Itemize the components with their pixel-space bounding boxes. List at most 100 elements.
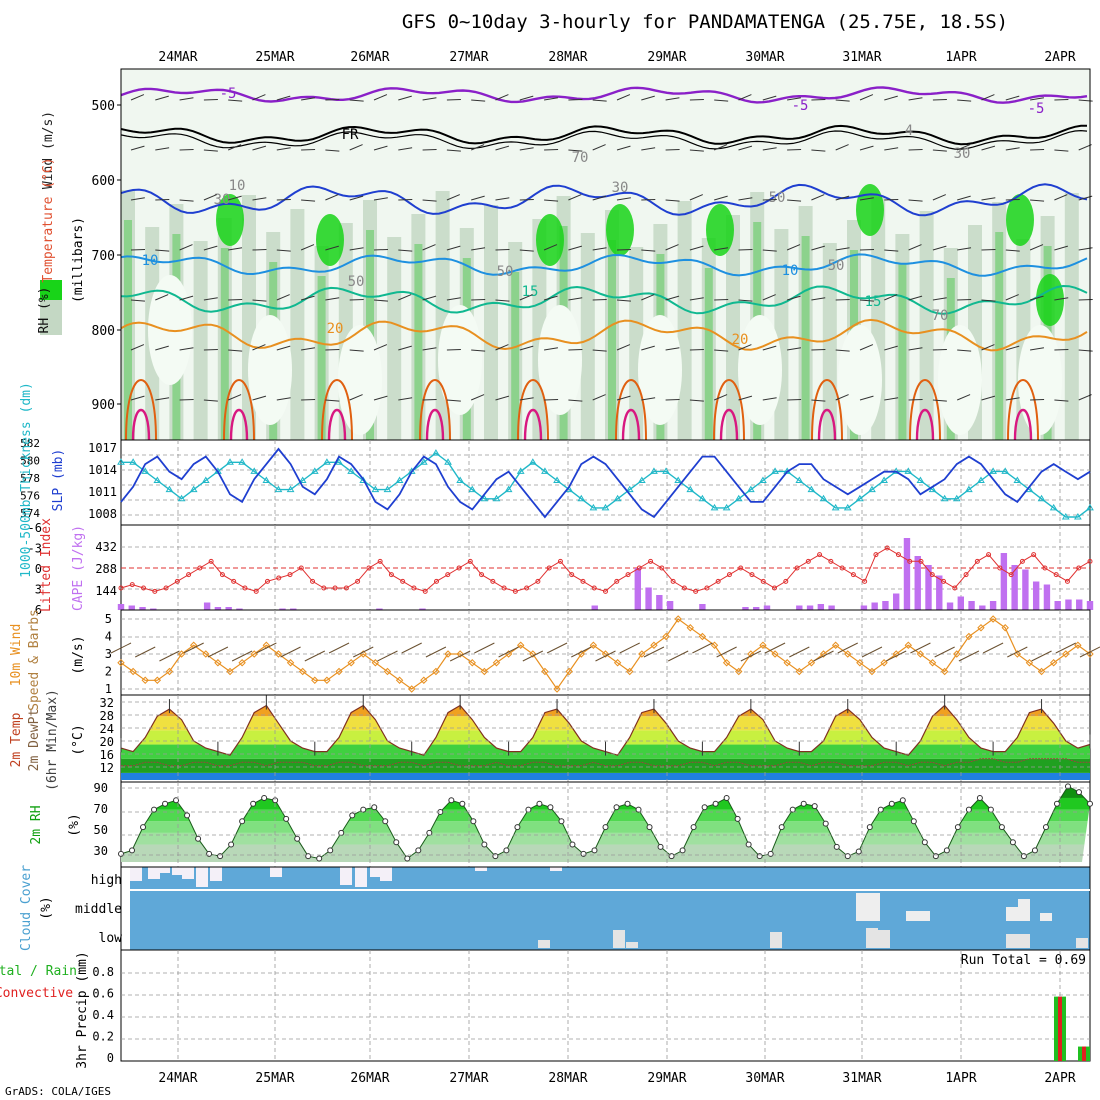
thickness-point bbox=[238, 458, 247, 465]
thickness-tick: 578 bbox=[20, 472, 40, 485]
bottom-date-label: 1APR bbox=[945, 1071, 976, 1086]
thickness-point bbox=[553, 476, 561, 483]
rh-point bbox=[1020, 853, 1027, 860]
cape-bar bbox=[817, 604, 825, 610]
precip-label-1: Total / Rain bbox=[0, 964, 77, 979]
wind-barb bbox=[884, 198, 899, 201]
thickness-point bbox=[323, 458, 331, 465]
rh-dry-blob bbox=[638, 315, 682, 425]
li-point bbox=[636, 565, 642, 571]
rh-point bbox=[503, 847, 510, 854]
wind-barb-10m bbox=[910, 642, 931, 654]
t2m-unit: (°C) bbox=[71, 724, 86, 755]
li-point bbox=[1064, 578, 1070, 584]
rh-point bbox=[690, 824, 697, 831]
rh-point bbox=[855, 848, 862, 855]
rh-band-2m bbox=[121, 786, 1090, 798]
wind-barb bbox=[228, 394, 242, 401]
wind-barb bbox=[228, 144, 242, 151]
wind-speed-point bbox=[420, 676, 428, 684]
thickness-point bbox=[795, 476, 804, 483]
wind-speed-point bbox=[650, 641, 658, 649]
wind-speed-point bbox=[480, 667, 489, 676]
li-point bbox=[253, 588, 259, 594]
thickness-point bbox=[710, 503, 719, 511]
precip-tick: 0 bbox=[107, 1051, 114, 1065]
wind-speed-point bbox=[844, 650, 852, 658]
li-point bbox=[174, 578, 180, 584]
thickness-point bbox=[868, 485, 876, 493]
wind-speed-point bbox=[1049, 659, 1058, 667]
rh2m-unit: (%) bbox=[67, 813, 82, 836]
wind-speed-point bbox=[613, 659, 622, 667]
high-cloud-bar bbox=[340, 867, 352, 885]
thickness-point bbox=[468, 485, 477, 493]
wind-barb bbox=[811, 297, 826, 301]
rh-band bbox=[822, 243, 837, 440]
wind-speed-point bbox=[129, 667, 137, 676]
temp-contour-30 bbox=[719, 408, 739, 441]
wind-barb bbox=[665, 295, 680, 301]
wind-barb-10m bbox=[449, 650, 471, 662]
wind-barb bbox=[811, 149, 826, 152]
cape-bar bbox=[946, 602, 954, 610]
wind-barb bbox=[932, 149, 947, 152]
thickness-tick: 574 bbox=[20, 507, 40, 520]
wind-barb bbox=[1078, 298, 1093, 301]
precip-tick: 0.4 bbox=[92, 1008, 114, 1022]
rh-2m-panel: 90 70 50 30 bbox=[94, 781, 1093, 868]
rh-band bbox=[677, 201, 692, 440]
cape-bar bbox=[763, 605, 771, 610]
cape-bar bbox=[753, 607, 760, 610]
wind-barb bbox=[349, 99, 364, 102]
thickness-point bbox=[964, 485, 973, 493]
cape-bar bbox=[893, 593, 900, 610]
wind-speed-point bbox=[1074, 641, 1082, 649]
wind-barb-10m bbox=[546, 642, 568, 654]
wind-barb bbox=[665, 199, 680, 202]
wind-barb bbox=[957, 349, 972, 352]
thickness-point bbox=[904, 467, 913, 474]
wind-barb bbox=[130, 248, 146, 251]
contour-label: 10 bbox=[142, 253, 159, 269]
wind-barb bbox=[689, 98, 704, 101]
rh-point bbox=[492, 853, 499, 860]
wind-barb bbox=[252, 344, 266, 351]
cape-bar bbox=[796, 605, 803, 610]
wind-barb bbox=[1030, 347, 1045, 351]
thickness-point bbox=[831, 503, 840, 511]
wind-speed-point bbox=[444, 650, 452, 658]
rh-high-blob bbox=[706, 204, 734, 256]
wind-speed-point bbox=[662, 632, 670, 641]
wind-barb bbox=[228, 298, 243, 301]
rh-point bbox=[789, 806, 796, 813]
wind-barb bbox=[543, 244, 558, 251]
wind-speed-point bbox=[262, 641, 271, 649]
wind-barb bbox=[714, 99, 729, 102]
wind-speed-point bbox=[432, 667, 440, 676]
mid-cloud-bar bbox=[918, 911, 930, 921]
top-date-label: 2APR bbox=[1044, 50, 1075, 65]
cape-bar bbox=[742, 607, 749, 610]
wind-barb bbox=[1054, 348, 1069, 351]
contour-label: 30 bbox=[612, 180, 629, 196]
wind-barb bbox=[422, 398, 437, 401]
cape-bar bbox=[225, 607, 232, 610]
rh-point bbox=[976, 794, 983, 801]
wind-speed-point bbox=[541, 667, 549, 676]
temp-contour-15 bbox=[120, 284, 1088, 315]
rh-point bbox=[151, 806, 158, 813]
cape-bar bbox=[860, 605, 868, 610]
li-point bbox=[772, 585, 778, 591]
rh-point bbox=[129, 847, 136, 854]
wind-barb bbox=[373, 94, 388, 101]
li-point bbox=[332, 585, 338, 591]
cape-tick: 144 bbox=[95, 584, 117, 598]
wind-barb-10m bbox=[377, 650, 398, 662]
mid-cloud-bar bbox=[1006, 907, 1018, 921]
wind-barb bbox=[616, 395, 631, 401]
rh-band-2m bbox=[121, 832, 1090, 845]
rh-point bbox=[404, 855, 411, 862]
wind-barb bbox=[689, 194, 703, 201]
wind-barb-10m bbox=[159, 650, 180, 662]
